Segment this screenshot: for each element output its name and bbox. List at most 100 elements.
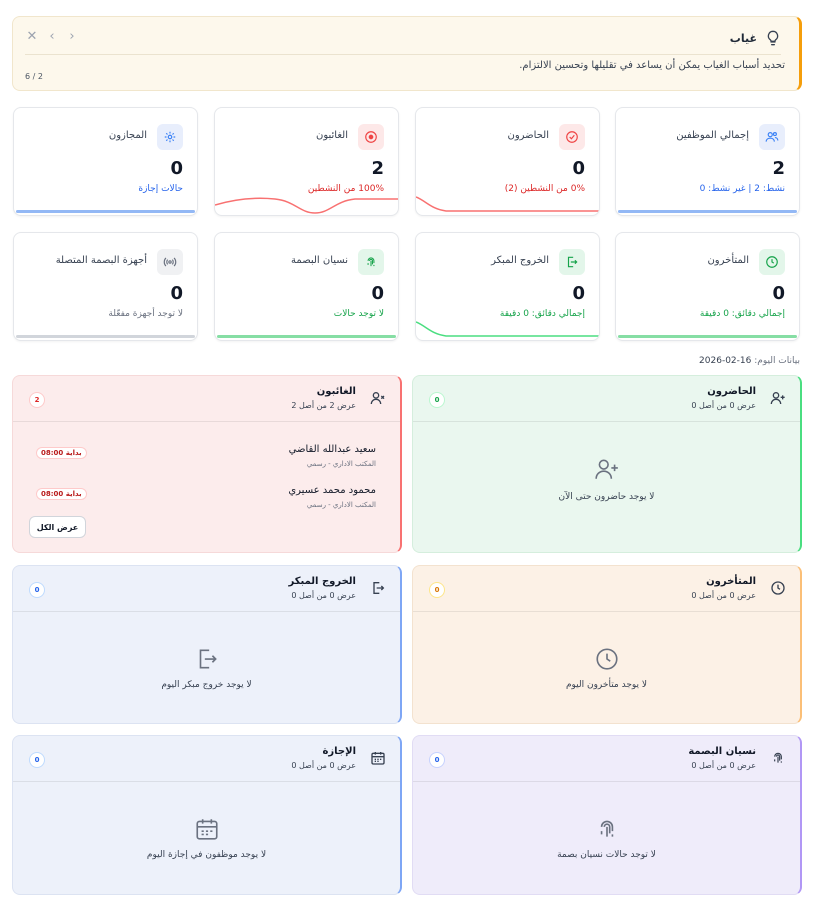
panel-subtitle: عرض 0 من أصل 0 [291,761,356,770]
stat-sub: 0% من النشطين (2) [504,184,585,194]
sun-icon [157,124,183,150]
employee-name: سعيد عبدالله القاضي [288,444,376,455]
stat-card-absent[interactable]: الغائبون 2 100% من النشطين [214,107,399,216]
stat-bar [618,335,797,338]
shift-tag: بداية 08:00 [36,447,87,459]
panel-title: الحاضرون [707,386,756,397]
employee-dept: المكتب الاداري - رسمي [306,501,376,509]
count-badge: 2 [29,392,45,408]
stat-sub: نشط: 2 | غير نشط: 0 [699,184,785,194]
panel-forgot: نسيان البصمة عرض 0 من أصل 0 0 لا توجد حا… [412,735,802,895]
stat-bar [16,210,195,213]
calendar-icon [195,819,218,840]
stat-sub: إجمالي دقائق: 0 دقيقة [499,309,585,319]
users-icon [759,124,785,150]
count-badge: 0 [29,582,45,598]
panel-subtitle: عرض 0 من أصل 0 [691,761,756,770]
stat-label: الخروج المبكر [491,255,549,266]
stat-label: أجهزة البصمة المتصلة [55,255,147,266]
panel-title: المتأخرون [706,576,756,587]
tip-title: غياب [729,32,757,45]
list-item[interactable]: سعيد عبدالله القاضي المكتب الاداري - رسم… [36,444,376,474]
panel-header: الحاضرون عرض 0 من أصل 0 0 [413,376,800,422]
empty-message: لا يوجد خروج مبكر اليوم [161,680,252,690]
panel-header: الخروج المبكر عرض 0 من أصل 0 0 [13,566,400,612]
broadcast-icon [157,249,183,275]
logout-icon [199,649,217,669]
panel-subtitle: عرض 2 من أصل 2 [291,401,356,410]
panel-early: الخروج المبكر عرض 0 من أصل 0 0 لا يوجد خ… [12,565,402,724]
stat-label: المتأخرون [707,255,749,266]
stat-bar [16,335,195,338]
fingerprint-icon [600,820,613,837]
panel-late: المتأخرون عرض 0 من أصل 0 0 لا يوجد متأخر… [412,565,802,724]
stat-sub: إجمالي دقائق: 0 دقيقة [699,309,785,319]
list-item[interactable]: محمود محمد عسيري المكتب الاداري - رسمي ب… [36,485,376,515]
check-circle-icon [559,124,585,150]
clock-icon [595,648,618,670]
stat-sub: لا توجد حالات [333,309,384,319]
tip-text: تحديد أسباب الغياب يمكن أن يساعد في تقلي… [519,60,785,71]
panel-title: الغائبون [316,386,356,397]
fingerprint-icon [774,752,782,763]
clock-icon [759,249,785,275]
today-date: بيانات اليوم: 16-02-2026 [699,356,800,366]
user-x-icon [370,392,385,405]
logout-icon [559,249,585,275]
panel-present: الحاضرون عرض 0 من أصل 0 0 لا يوجد حاضرون… [412,375,802,553]
panel-header: الإجازة عرض 0 من أصل 0 0 [13,736,400,782]
panel-header: المتأخرون عرض 0 من أصل 0 0 [413,566,800,612]
stat-card-leave[interactable]: المجازون 0 حالات إجازة [13,107,198,216]
stat-value: 0 [371,283,384,304]
user-plus-icon [770,392,785,405]
today-date-label: بيانات اليوم: [754,356,800,366]
logout-icon [373,582,385,594]
stat-value: 0 [772,283,785,304]
empty-message: لا توجد حالات نسيان بصمة [557,850,656,860]
tip-banner: غياب ✕ ‹ › تحديد أسباب الغياب يمكن أن يس… [12,16,802,91]
panel-title: الخروج المبكر [288,576,356,587]
stat-sparkline [215,197,398,214]
stat-sub: لا توجد أجهزة مفعّلة [108,309,183,319]
stat-card-total[interactable]: إجمالي الموظفين 2 نشط: 2 | غير نشط: 0 [615,107,800,216]
tip-pager: 6 / 2 [25,72,43,81]
fingerprint-icon [358,249,384,275]
today-date-value: 16-02-2026 [699,356,752,366]
stat-card-forgot[interactable]: نسيان البصمة 0 لا توجد حالات [214,232,399,341]
empty-message: لا يوجد متأخرون اليوم [565,680,648,690]
count-badge: 0 [29,752,45,768]
count-badge: 0 [429,752,445,768]
stat-label: نسيان البصمة [291,255,348,266]
stat-sparkline [416,196,599,212]
stat-sparkline [416,321,599,337]
stat-card-late[interactable]: المتأخرون 0 إجمالي دقائق: 0 دقيقة [615,232,800,341]
panel-title: الإجازة [322,746,357,757]
empty-message: لا يوجد حاضرون حتى الآن [558,492,655,502]
stat-bar [217,335,396,338]
panel-subtitle: عرض 0 من أصل 0 [691,401,756,410]
stat-card-present[interactable]: الحاضرون 0 0% من النشطين (2) [415,107,600,216]
employee-dept: المكتب الاداري - رسمي [306,460,376,468]
stat-label: إجمالي الموظفين [676,130,749,141]
panel-header: نسيان البصمة عرض 0 من أصل 0 0 [413,736,800,782]
employee-name: محمود محمد عسيري [288,485,376,496]
panel-subtitle: عرض 0 من أصل 0 [691,591,756,600]
panel-leave: الإجازة عرض 0 من أصل 0 0 لا يوجد موظفون … [12,735,402,895]
close-icon[interactable]: ✕ [26,29,38,44]
x-circle-icon [358,124,384,150]
panel-subtitle: عرض 0 من أصل 0 [291,591,356,600]
stat-value: 0 [572,158,585,179]
stat-sub: حالات إجازة [138,184,183,194]
empty-message: لا يوجد موظفون في إجازة اليوم [146,850,267,860]
stat-card-devices[interactable]: أجهزة البصمة المتصلة 0 لا توجد أجهزة مفع… [13,232,198,341]
stat-label: الغائبون [315,130,348,141]
tip-controls: ✕ ‹ › [25,29,79,44]
clock-icon [771,581,785,595]
count-badge: 0 [429,392,445,408]
chevron-left-icon[interactable]: ‹ [49,29,55,44]
panel-title: نسيان البصمة [688,746,756,757]
stat-value: 0 [170,283,183,304]
view-all-button[interactable]: عرض الكل [29,516,86,538]
chevron-right-icon[interactable]: › [69,29,75,44]
stat-card-early[interactable]: الخروج المبكر 0 إجمالي دقائق: 0 دقيقة [415,232,600,341]
